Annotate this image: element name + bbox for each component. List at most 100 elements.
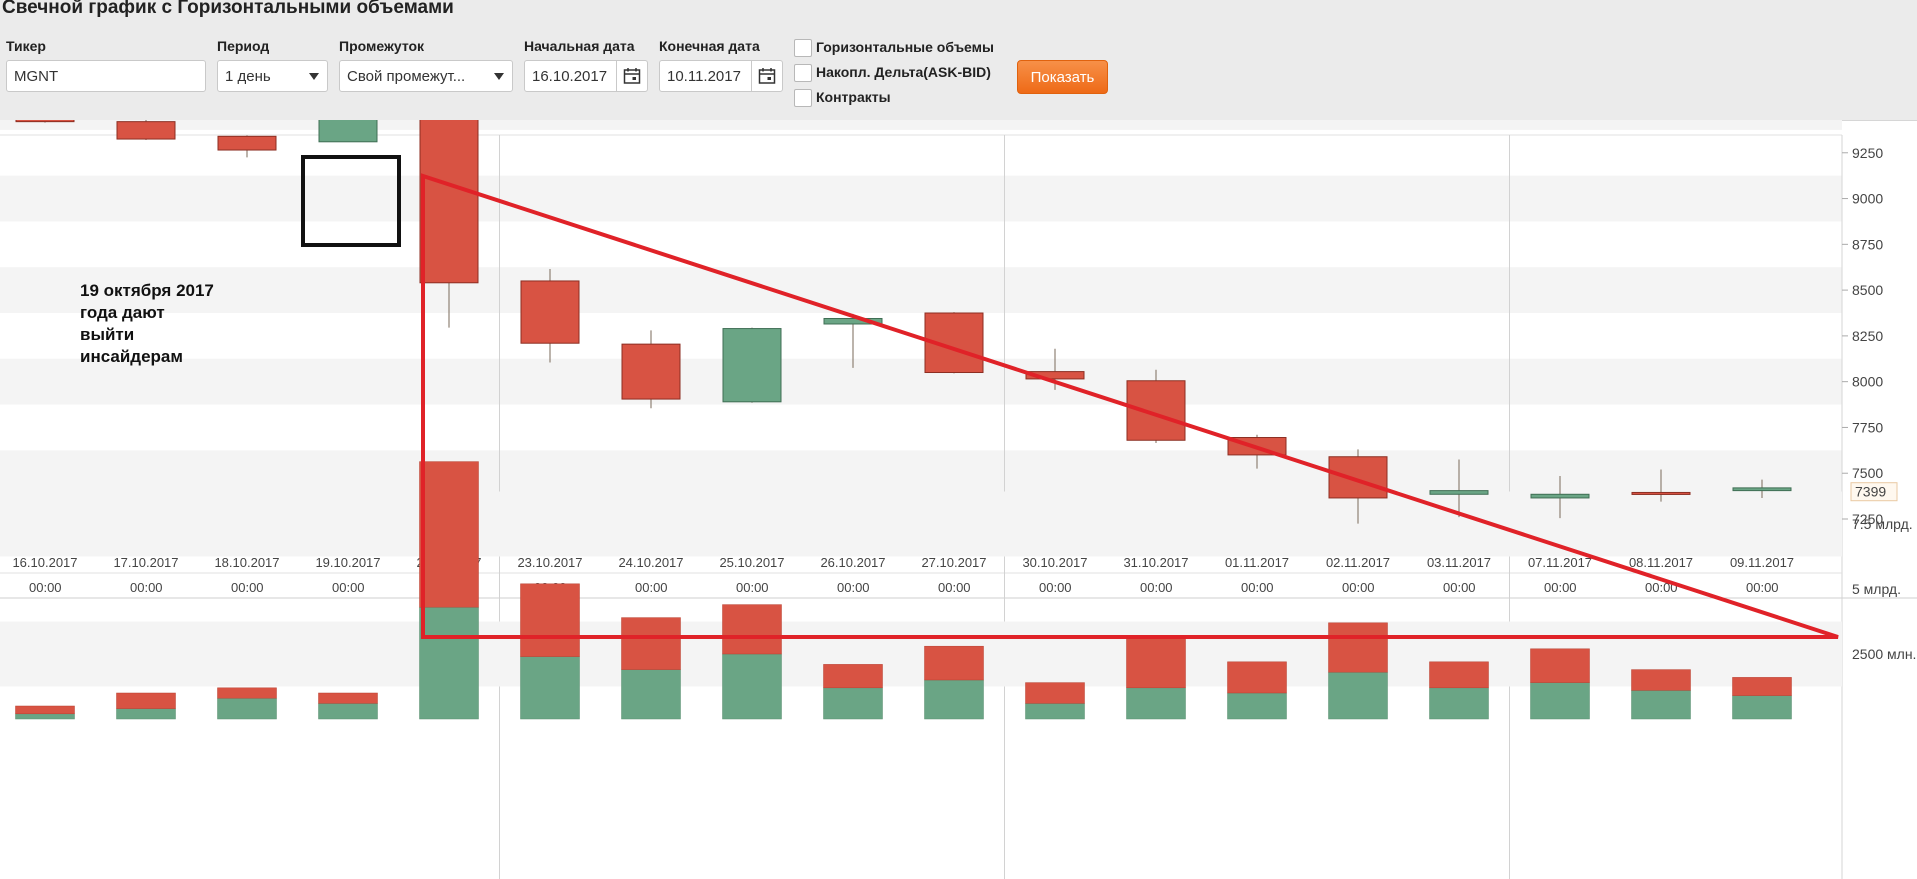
price-tick-label: 7750 xyxy=(1852,419,1883,435)
range-select[interactable]: Свой промежут... xyxy=(339,60,513,92)
grid-band xyxy=(0,175,1842,222)
date-tick-label: 19.10.2017 xyxy=(315,555,380,570)
date-tick-label: 09.11.2017 xyxy=(1730,555,1794,570)
volume-bar-bid xyxy=(116,708,176,720)
start-date-input[interactable]: 16.10.2017 xyxy=(524,60,648,92)
volume-bar-ask xyxy=(318,692,378,704)
cumulative-delta-checkbox[interactable] xyxy=(794,64,812,82)
candle-up xyxy=(1732,487,1792,492)
volume-bar-bid xyxy=(520,656,580,720)
date-tick-label: 03.11.2017 xyxy=(1427,555,1491,570)
candle-down xyxy=(520,280,580,344)
candle-up xyxy=(823,317,883,325)
volume-bar-bid xyxy=(1227,692,1287,720)
date-tick-label: 25.10.2017 xyxy=(719,555,784,570)
price-axis-labels: 9500925090008750850082508000775075007250… xyxy=(1842,145,1898,527)
grid-band xyxy=(0,120,1842,130)
time-tick-label: 00:00 xyxy=(332,580,365,595)
volume-bar-ask xyxy=(217,687,277,699)
candle-down xyxy=(1126,380,1186,441)
date-tick-label: 08.11.2017 xyxy=(1629,555,1693,570)
volume-bar-ask xyxy=(419,461,479,608)
volume-tick-label: 2500 млн. xyxy=(1852,646,1916,662)
volume-bar-bid xyxy=(15,713,75,720)
grid-band xyxy=(0,450,1842,497)
date-tick-label: 30.10.2017 xyxy=(1022,555,1087,570)
volume-tick-label: 7.5 млрд. xyxy=(1852,516,1913,532)
volume-bar-bid xyxy=(318,703,378,720)
volume-tick-label: 5 млрд. xyxy=(1852,581,1901,597)
date-tick-label: 31.10.2017 xyxy=(1123,555,1188,570)
time-tick-label: 00:00 xyxy=(1746,580,1779,595)
candle-down xyxy=(621,343,681,400)
candle-down xyxy=(1631,491,1691,495)
horizontal-volumes-label: Горизонтальные объемы xyxy=(816,39,994,55)
candle-up xyxy=(1429,490,1489,495)
price-tick-label: 9000 xyxy=(1852,191,1883,207)
page-title: Свечной график с Горизонтальными объемам… xyxy=(2,0,454,18)
date-tick-label: 23.10.2017 xyxy=(517,555,582,570)
volume-bar-ask xyxy=(823,664,883,689)
calendar-icon[interactable] xyxy=(751,61,782,91)
volume-bar-ask xyxy=(722,604,782,655)
annotations xyxy=(301,155,1839,639)
date-tick-label: 27.10.2017 xyxy=(921,555,986,570)
chevron-down-icon xyxy=(494,73,504,80)
start-date-value: 16.10.2017 xyxy=(532,68,608,85)
end-date-value: 10.11.2017 xyxy=(667,68,741,85)
time-tick-label: 00:00 xyxy=(938,580,971,595)
date-tick-label: 18.10.2017 xyxy=(214,555,279,570)
price-tick-label: 7250 xyxy=(1852,511,1883,527)
annotation-line: 19 октября 2017 xyxy=(80,281,214,300)
date-tick-label: 24.10.2017 xyxy=(618,555,683,570)
annotation-line: года дают xyxy=(80,303,165,322)
ticker-input[interactable]: MGNT xyxy=(6,60,206,92)
contracts-checkbox[interactable] xyxy=(794,89,812,107)
ticker-value: MGNT xyxy=(14,68,59,85)
volume-bar-ask xyxy=(1126,638,1186,689)
candle-down xyxy=(116,121,176,140)
time-tick-label: 00:00 xyxy=(1140,580,1173,595)
date-axis-labels: 16.10.2017 00:00 17.10.2017 00:00 18.10.2017… xyxy=(12,555,1794,595)
volume-bar-ask xyxy=(1227,661,1287,694)
trend-triangle xyxy=(421,173,1839,639)
range-label: Промежуток xyxy=(339,38,425,54)
candlestick-chart[interactable]: 9500925090008750850082508000775075007250… xyxy=(0,120,1917,879)
volume-bar-bid xyxy=(1126,687,1186,720)
date-tick-label: 16.10.2017 xyxy=(12,555,77,570)
volume-bar-bid xyxy=(419,606,479,720)
annotation-line: выйти xyxy=(80,325,135,344)
volume-bar-bid xyxy=(621,669,681,720)
candle-up xyxy=(1530,493,1590,499)
horizontal-volumes-checkbox[interactable] xyxy=(794,39,812,57)
time-tick-label: 00:00 xyxy=(231,580,264,595)
time-tick-label: 00:00 xyxy=(837,580,870,595)
price-tick-label: 8250 xyxy=(1852,328,1883,344)
show-button[interactable]: Показать xyxy=(1017,60,1108,94)
price-tick-label: 8750 xyxy=(1852,236,1883,252)
candle-down xyxy=(1025,371,1085,380)
price-tick-label: 8500 xyxy=(1852,282,1883,298)
volume-bar-ask xyxy=(924,645,984,681)
cumulative-delta-label: Накопл. Дельта(ASK-BID) xyxy=(816,64,991,80)
volume-bar-ask xyxy=(15,705,75,715)
toolbar-panel: Свечной график с Горизонтальными объемам… xyxy=(0,0,1917,121)
price-tick-label: 7500 xyxy=(1852,465,1883,481)
candles xyxy=(15,120,1792,524)
volume-bar-bid xyxy=(722,653,782,720)
calendar-icon[interactable] xyxy=(616,61,647,91)
time-tick-label: 00:00 xyxy=(1342,580,1375,595)
volume-bar-ask xyxy=(116,692,176,709)
period-select[interactable]: 1 день xyxy=(217,60,328,92)
volume-bar-bid xyxy=(1530,682,1590,720)
volume-bar-ask xyxy=(1530,648,1590,683)
volume-bar-ask xyxy=(1025,682,1085,704)
volume-bar-ask xyxy=(1429,661,1489,689)
end-date-input[interactable]: 10.11.2017 xyxy=(659,60,783,92)
price-tick-label: 8000 xyxy=(1852,374,1883,390)
volume-bar-bid xyxy=(1631,690,1691,720)
last-price-tag xyxy=(1850,482,1898,502)
time-tick-label: 00:00 xyxy=(130,580,163,595)
date-tick-label: 17.10.2017 xyxy=(113,555,178,570)
candle-down xyxy=(15,120,75,123)
